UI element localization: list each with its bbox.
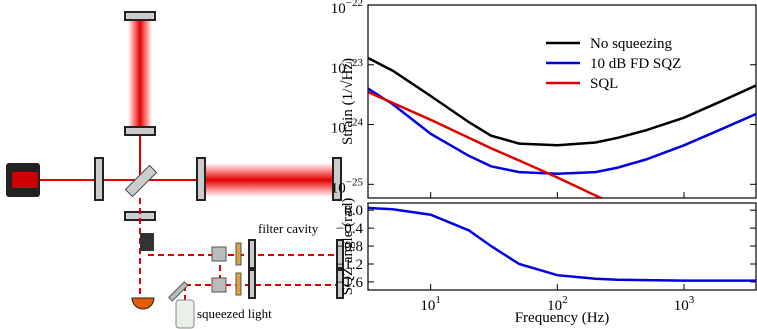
legend-label: 10 dB FD SQZ xyxy=(590,56,681,72)
y-axis-label: SQZ angle (rad) xyxy=(340,198,356,295)
mirror xyxy=(248,269,256,299)
series-line xyxy=(368,56,756,147)
diagram-label: squeezed light xyxy=(197,306,272,321)
series-line xyxy=(368,206,756,282)
legend-label: No squeezing xyxy=(590,36,673,52)
mirror xyxy=(124,11,156,21)
beam-splitter xyxy=(211,246,227,262)
mirror xyxy=(196,157,206,201)
y-tick-label: 0.0 xyxy=(344,203,363,219)
mirror xyxy=(332,157,342,201)
y-tick-label: −0.4 xyxy=(336,221,364,237)
x-tick-label: 103 xyxy=(674,294,695,314)
y-axis-label: Strain (1/√Hz) xyxy=(340,58,356,145)
mirror xyxy=(94,157,104,201)
beam-splitter xyxy=(124,164,158,198)
y-tick-label: 10−22 xyxy=(331,0,363,17)
mirror xyxy=(124,126,156,136)
laser xyxy=(12,172,38,188)
diagram-label: filter cavity xyxy=(258,221,319,236)
mirror xyxy=(336,269,344,299)
legend-label: SQL xyxy=(590,76,618,92)
x-tick-label: 101 xyxy=(420,294,441,314)
y-tick-label: 10−25 xyxy=(331,176,364,196)
beam-splitter xyxy=(211,277,227,293)
y-tick-label: −0.8 xyxy=(336,239,363,255)
squeezer xyxy=(175,299,195,329)
mirror xyxy=(336,239,344,269)
waveplate xyxy=(235,242,242,266)
series-line xyxy=(368,87,756,176)
arm-beam xyxy=(128,20,152,128)
x-axis-label: Frequency (Hz) xyxy=(515,310,610,326)
y-tick-label: −1.2 xyxy=(336,257,363,273)
detector xyxy=(131,297,155,310)
x-tick-label: 102 xyxy=(547,294,568,314)
y-tick-label: −1.6 xyxy=(336,275,364,291)
mirror xyxy=(248,239,256,269)
series-line xyxy=(368,90,605,198)
faraday-isolator xyxy=(140,233,154,251)
arm-beam xyxy=(205,163,333,197)
plot-frame xyxy=(367,202,757,291)
plot-frame xyxy=(367,4,757,199)
mirror xyxy=(168,281,189,302)
waveplate xyxy=(235,272,242,296)
interferometer-diagram: filter cavity squeezed light xyxy=(6,11,344,329)
y-tick-label: 10−23 xyxy=(331,57,364,77)
y-tick-label: 10−24 xyxy=(331,117,364,137)
